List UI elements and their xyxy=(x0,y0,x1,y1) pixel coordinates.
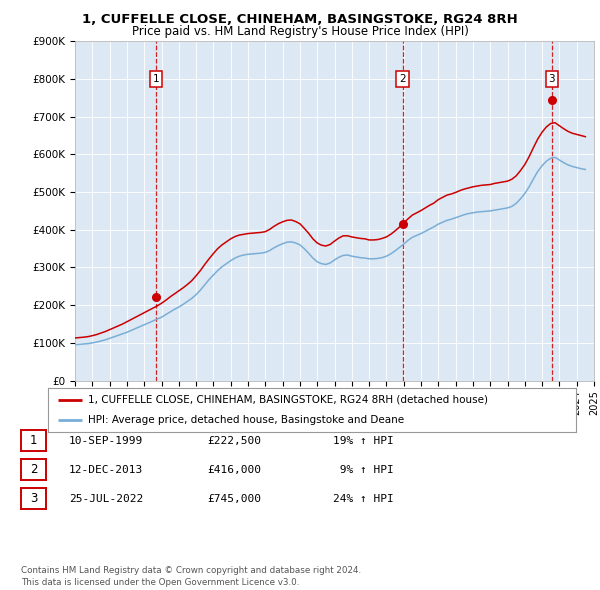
Text: 25-JUL-2022: 25-JUL-2022 xyxy=(69,494,143,503)
Text: £745,000: £745,000 xyxy=(207,494,261,503)
Text: 9% ↑ HPI: 9% ↑ HPI xyxy=(333,465,394,474)
Text: 19% ↑ HPI: 19% ↑ HPI xyxy=(333,436,394,445)
Text: 1: 1 xyxy=(153,74,160,84)
Text: 3: 3 xyxy=(548,74,555,84)
Text: 1: 1 xyxy=(30,434,37,447)
Text: 1, CUFFELLE CLOSE, CHINEHAM, BASINGSTOKE, RG24 8RH: 1, CUFFELLE CLOSE, CHINEHAM, BASINGSTOKE… xyxy=(82,13,518,26)
Text: 2: 2 xyxy=(30,463,37,476)
Text: 12-DEC-2013: 12-DEC-2013 xyxy=(69,465,143,474)
Text: HPI: Average price, detached house, Basingstoke and Deane: HPI: Average price, detached house, Basi… xyxy=(88,415,404,425)
Text: 24% ↑ HPI: 24% ↑ HPI xyxy=(333,494,394,503)
Text: 1, CUFFELLE CLOSE, CHINEHAM, BASINGSTOKE, RG24 8RH (detached house): 1, CUFFELLE CLOSE, CHINEHAM, BASINGSTOKE… xyxy=(88,395,488,405)
Text: Contains HM Land Registry data © Crown copyright and database right 2024.
This d: Contains HM Land Registry data © Crown c… xyxy=(21,566,361,587)
Text: 10-SEP-1999: 10-SEP-1999 xyxy=(69,436,143,445)
Text: £222,500: £222,500 xyxy=(207,436,261,445)
Text: 2: 2 xyxy=(400,74,406,84)
Text: 3: 3 xyxy=(30,492,37,505)
Text: £416,000: £416,000 xyxy=(207,465,261,474)
Text: Price paid vs. HM Land Registry's House Price Index (HPI): Price paid vs. HM Land Registry's House … xyxy=(131,25,469,38)
